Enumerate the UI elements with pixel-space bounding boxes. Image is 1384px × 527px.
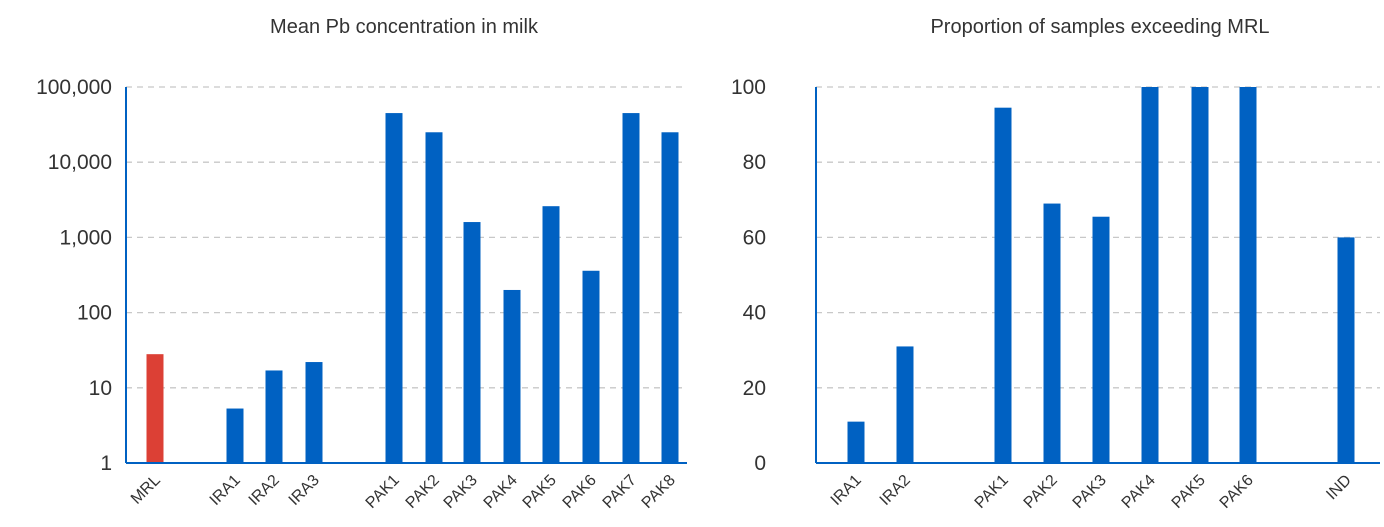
x-tick-label: PAK7 bbox=[600, 472, 640, 512]
x-tick-label: PAK4 bbox=[1119, 472, 1159, 512]
x-tick-label: PAK2 bbox=[403, 472, 443, 512]
bar-ira1 bbox=[226, 408, 244, 463]
x-tick-label: IRA1 bbox=[828, 472, 865, 509]
x-tick-label: MRL bbox=[128, 472, 164, 508]
x-tick-label: PAK6 bbox=[560, 472, 600, 512]
x-tick-label: PAK5 bbox=[1169, 472, 1209, 512]
bar-pak5 bbox=[1191, 87, 1209, 463]
bar-pak7 bbox=[622, 113, 640, 463]
bar-ira2 bbox=[265, 370, 283, 463]
x-tick-label: PAK5 bbox=[520, 472, 560, 512]
chart-title: Proportion of samples exceeding MRL bbox=[930, 16, 1269, 38]
chart-mean-pb-concentration: Mean Pb concentration in milk 1 10 100 1,00… bbox=[36, 16, 687, 512]
chart-proportion-exceeding-mrl: Proportion of samples exceeding MRL 0 20 4… bbox=[731, 16, 1380, 512]
x-tick-label: PAK4 bbox=[481, 472, 521, 512]
y-tick-label: 1 bbox=[100, 452, 112, 475]
bar-pak1 bbox=[994, 107, 1012, 464]
bar-pak3 bbox=[1092, 216, 1110, 463]
y-tick-label: 80 bbox=[743, 151, 766, 174]
bar-ira1 bbox=[847, 421, 865, 463]
x-tick-label: IRA3 bbox=[286, 472, 323, 509]
bar-ind bbox=[1337, 237, 1355, 463]
y-tick-label: 1,000 bbox=[59, 226, 112, 249]
bar-pak6 bbox=[1239, 87, 1257, 463]
bar-pak2 bbox=[1043, 203, 1061, 463]
y-tick-label: 10,000 bbox=[48, 151, 112, 174]
x-tick-label: PAK6 bbox=[1217, 472, 1257, 512]
y-tick-label: 0 bbox=[754, 452, 766, 475]
y-tick-label: 10 bbox=[89, 377, 112, 400]
bar-pak6 bbox=[582, 270, 600, 463]
x-tick-label: PAK2 bbox=[1021, 472, 1061, 512]
y-tick-label: 20 bbox=[743, 377, 766, 400]
x-tick-label: PAK1 bbox=[972, 472, 1012, 512]
x-tick-label: IND bbox=[1323, 472, 1355, 504]
bar-pak2 bbox=[425, 132, 443, 464]
y-tick-label: 60 bbox=[743, 226, 766, 249]
bar-ira3 bbox=[305, 362, 323, 463]
bar-mrl bbox=[146, 354, 164, 463]
bar-pak8 bbox=[661, 132, 679, 464]
x-tick-label: PAK3 bbox=[441, 472, 481, 512]
bar-pak1 bbox=[385, 113, 403, 463]
y-tick-label: 100,000 bbox=[36, 76, 112, 99]
y-tick-label: 100 bbox=[77, 302, 112, 325]
x-tick-label: PAK1 bbox=[363, 472, 403, 512]
bar-pak4 bbox=[1141, 87, 1159, 463]
bar-pak4 bbox=[503, 289, 521, 463]
y-tick-label: 100 bbox=[731, 76, 766, 99]
y-tick-label: 40 bbox=[743, 302, 766, 325]
x-tick-label: PAK8 bbox=[639, 472, 679, 512]
x-tick-label: IRA2 bbox=[246, 472, 283, 509]
x-tick-label: PAK3 bbox=[1070, 472, 1110, 512]
bar-pak3 bbox=[463, 222, 481, 463]
x-tick-label: IRA1 bbox=[207, 472, 244, 509]
bar-ira2 bbox=[896, 346, 914, 463]
bar-pak5 bbox=[542, 206, 560, 463]
chart-title: Mean Pb concentration in milk bbox=[270, 16, 539, 38]
x-tick-label: IRA2 bbox=[877, 472, 914, 509]
